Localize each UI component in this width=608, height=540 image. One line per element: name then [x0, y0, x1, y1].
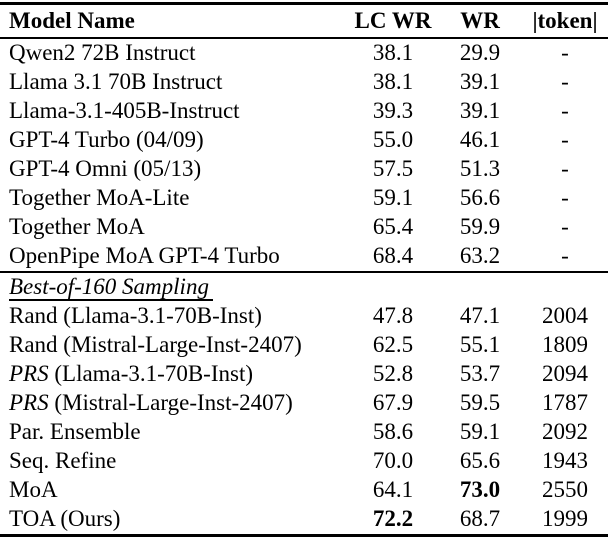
header-row: Model Name LC WR WR |token| [0, 4, 608, 38]
wr-cell: 59.1 [459, 419, 501, 444]
lc-wr-cell: 70.0 [372, 448, 414, 473]
model-name-italic-prefix: PRS [9, 390, 49, 415]
model-name-cell: Qwen2 72B Instruct [9, 40, 196, 65]
lc-wr-cell: 64.1 [372, 477, 414, 502]
wr-cell: 39.1 [459, 98, 501, 123]
tokens-cell: 2004 [542, 303, 588, 328]
section-label-cell: Best-of-160 Sampling [0, 272, 608, 302]
lc-wr-cell: 58.6 [372, 419, 414, 444]
model-name-cell: GPT-4 Turbo (04/09) [9, 127, 204, 152]
table-row: Seq. Refine 70.0 65.6 1943 [0, 447, 608, 476]
lc-wr-cell: 57.5 [372, 156, 414, 181]
table-row: Rand (Llama-3.1-70B-Inst) 47.8 47.1 2004 [0, 302, 608, 331]
tokens-cell: 1787 [542, 390, 588, 415]
tokens-cell: - [561, 98, 569, 123]
model-name-cell: GPT-4 Omni (05/13) [9, 156, 202, 181]
wr-cell: 46.1 [459, 127, 501, 152]
tokens-cell: - [561, 185, 569, 210]
lc-wr-cell: 38.1 [372, 40, 414, 65]
tokens-cell: - [561, 69, 569, 94]
tokens-cell: 2550 [542, 477, 588, 502]
table-row: PRS (Llama-3.1-70B-Inst) 52.8 53.7 2094 [0, 360, 608, 389]
model-name-cell: PRS (Llama-3.1-70B-Inst) [9, 361, 253, 386]
table-row: Llama 3.1 70B Instruct 38.1 39.1 - [0, 68, 608, 97]
table-row: Together MoA 65.4 59.9 - [0, 213, 608, 242]
model-name-cell: Together MoA [9, 214, 145, 239]
wr-cell: 59.5 [459, 390, 501, 415]
wr-cell: 55.1 [459, 332, 501, 357]
table-row: OpenPipe MoA GPT-4 Turbo 68.4 63.2 - [0, 242, 608, 272]
section-label-row: Best-of-160 Sampling [0, 272, 608, 302]
model-name-cell: Rand (Llama-3.1-70B-Inst) [9, 303, 262, 328]
table-row: Llama-3.1-405B-Instruct 39.3 39.1 - [0, 97, 608, 126]
lc-wr-cell: 68.4 [372, 243, 414, 268]
tokens-cell: - [561, 156, 569, 181]
lc-wr-cell: 59.1 [372, 185, 414, 210]
lc-wr-cell: 65.4 [372, 214, 414, 239]
column-header-model-name: Model Name [9, 7, 135, 33]
column-header-token: |token| [532, 7, 598, 33]
wr-cell: 29.9 [459, 40, 501, 65]
wr-cell: 47.1 [459, 303, 501, 328]
model-name-cell: Llama-3.1-405B-Instruct [9, 98, 240, 123]
model-name-cell: OpenPipe MoA GPT-4 Turbo [9, 243, 280, 268]
wr-cell: 73.0 [459, 477, 501, 502]
wr-cell: 39.1 [459, 69, 501, 94]
lc-wr-cell: 67.9 [372, 390, 414, 415]
model-name-cell: Together MoA-Lite [9, 185, 190, 210]
table-row: GPT-4 Turbo (04/09) 55.0 46.1 - [0, 126, 608, 155]
tokens-cell: 2094 [542, 361, 588, 386]
lc-wr-cell: 55.0 [372, 127, 414, 152]
table-row: Together MoA-Lite 59.1 56.6 - [0, 184, 608, 213]
wr-cell: 56.6 [459, 185, 501, 210]
wr-cell: 65.6 [459, 448, 501, 473]
tokens-cell: - [561, 243, 569, 268]
lc-wr-cell: 62.5 [372, 332, 414, 357]
wr-cell: 68.7 [459, 506, 501, 531]
model-name-cell: Llama 3.1 70B Instruct [9, 69, 223, 94]
model-name-italic-prefix: PRS [9, 361, 49, 386]
lc-wr-cell: 39.3 [372, 98, 414, 123]
lc-wr-cell: 72.2 [372, 506, 414, 531]
table-row: Par. Ensemble 58.6 59.1 2092 [0, 418, 608, 447]
wr-cell: 63.2 [459, 243, 501, 268]
table-header: Model Name LC WR WR |token| [0, 4, 608, 38]
tokens-cell: 1999 [542, 506, 588, 531]
column-header-lc-wr: LC WR [354, 7, 432, 33]
table-row: PRS (Mistral-Large-Inst-2407) 67.9 59.5 178… [0, 389, 608, 418]
tokens-cell: - [561, 40, 569, 65]
best-of-160-sampling-section: Best-of-160 Sampling Rand (Llama-3.1-70B-… [0, 272, 608, 536]
table-row: Rand (Mistral-Large-Inst-2407) 62.5 55.1 18… [0, 331, 608, 360]
wr-cell: 53.7 [459, 361, 501, 386]
model-name-cell: Par. Ensemble [9, 419, 141, 444]
tokens-cell: 2092 [542, 419, 588, 444]
section-label: Best-of-160 Sampling [9, 274, 213, 301]
tokens-cell: - [561, 127, 569, 152]
table-row: Qwen2 72B Instruct 38.1 29.9 - [0, 38, 608, 68]
wr-cell: 59.9 [459, 214, 501, 239]
column-header-wr: WR [460, 7, 500, 33]
model-name-cell: PRS (Mistral-Large-Inst-2407) [9, 390, 293, 415]
lc-wr-cell: 52.8 [372, 361, 414, 386]
tokens-cell: 1809 [542, 332, 588, 357]
lc-wr-cell: 38.1 [372, 69, 414, 94]
table-row: MoA 64.1 73.0 2550 [0, 476, 608, 505]
model-name-cell: MoA [9, 477, 58, 502]
model-name-cell: Seq. Refine [9, 448, 117, 473]
table-row: GPT-4 Omni (05/13) 57.5 51.3 - [0, 155, 608, 184]
table-row: TOA (Ours) 72.2 68.7 1999 [0, 505, 608, 536]
tokens-cell: 1943 [542, 448, 588, 473]
lc-wr-cell: 47.8 [372, 303, 414, 328]
model-name-cell: TOA (Ours) [9, 506, 121, 531]
model-name-cell: Rand (Mistral-Large-Inst-2407) [9, 332, 302, 357]
baseline-models-section: Qwen2 72B Instruct 38.1 29.9- Llama 3.1 70B… [0, 38, 608, 272]
tokens-cell: - [561, 214, 569, 239]
wr-cell: 51.3 [459, 156, 501, 181]
